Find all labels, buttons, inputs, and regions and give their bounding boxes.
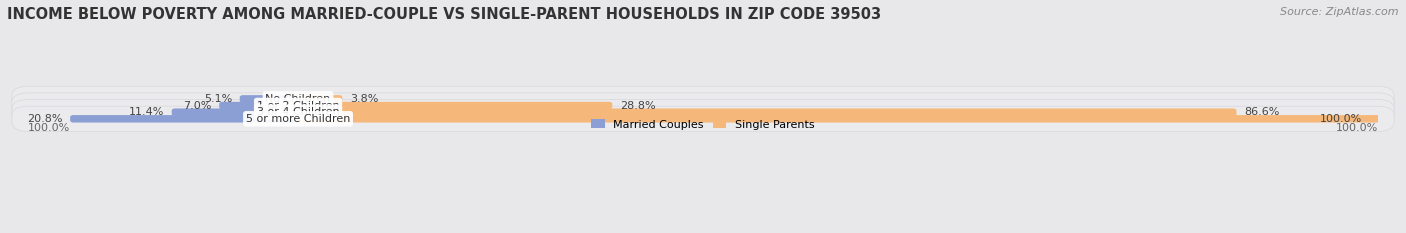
Text: 11.4%: 11.4% — [129, 107, 165, 117]
FancyBboxPatch shape — [295, 95, 342, 103]
FancyBboxPatch shape — [295, 108, 1236, 116]
Text: INCOME BELOW POVERTY AMONG MARRIED-COUPLE VS SINGLE-PARENT HOUSEHOLDS IN ZIP COD: INCOME BELOW POVERTY AMONG MARRIED-COUPL… — [7, 7, 882, 22]
FancyBboxPatch shape — [11, 93, 1395, 118]
FancyBboxPatch shape — [219, 102, 301, 109]
Text: 86.6%: 86.6% — [1244, 107, 1279, 117]
Text: 100.0%: 100.0% — [28, 123, 70, 133]
Text: 100.0%: 100.0% — [1319, 114, 1362, 124]
Text: No Children: No Children — [266, 94, 330, 104]
Text: 100.0%: 100.0% — [1336, 123, 1378, 133]
FancyBboxPatch shape — [70, 115, 301, 123]
FancyBboxPatch shape — [240, 95, 301, 103]
FancyBboxPatch shape — [295, 102, 612, 109]
Text: 5.1%: 5.1% — [204, 94, 232, 104]
FancyBboxPatch shape — [295, 115, 1381, 123]
Text: 3.8%: 3.8% — [350, 94, 378, 104]
Text: 28.8%: 28.8% — [620, 100, 655, 110]
Text: 1 or 2 Children: 1 or 2 Children — [257, 100, 339, 110]
Text: 3 or 4 Children: 3 or 4 Children — [257, 107, 339, 117]
Text: 5 or more Children: 5 or more Children — [246, 114, 350, 124]
FancyBboxPatch shape — [11, 99, 1395, 125]
FancyBboxPatch shape — [11, 86, 1395, 112]
Legend: Married Couples, Single Parents: Married Couples, Single Parents — [589, 117, 817, 132]
Text: 20.8%: 20.8% — [27, 114, 63, 124]
Text: 7.0%: 7.0% — [183, 100, 212, 110]
FancyBboxPatch shape — [11, 106, 1395, 131]
FancyBboxPatch shape — [172, 108, 301, 116]
Text: Source: ZipAtlas.com: Source: ZipAtlas.com — [1281, 7, 1399, 17]
